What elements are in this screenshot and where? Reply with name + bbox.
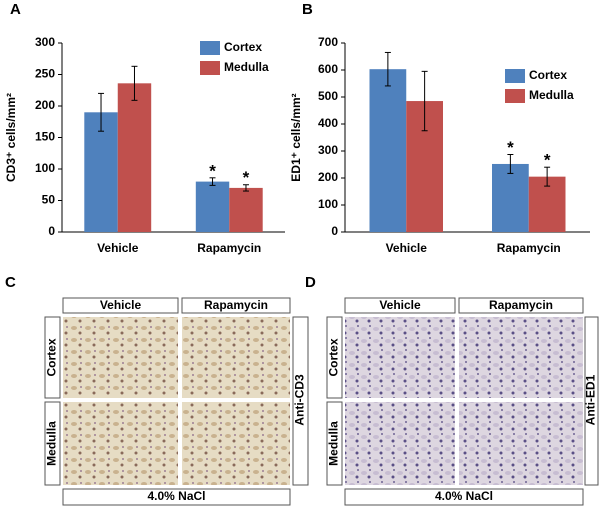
y-tick-label: 600 (318, 62, 338, 76)
legend-swatch (200, 41, 220, 55)
row-header-box (326, 401, 343, 486)
legend-label: Medulla (529, 88, 574, 102)
bar (117, 83, 152, 232)
column-header: Vehicle (379, 298, 421, 312)
y-tick-label: 300 (318, 143, 338, 157)
row-header-box (44, 316, 61, 399)
panel-label: D (305, 274, 316, 291)
column-header-box (181, 297, 291, 314)
y-tick-label: 400 (318, 116, 338, 130)
micrograph (345, 317, 455, 398)
y-tick-label: 50 (42, 193, 56, 207)
x-tick-label: Vehicle (97, 241, 139, 255)
significance-mark: * (209, 161, 216, 180)
row-header: Medulla (327, 421, 341, 466)
y-tick-label: 100 (318, 197, 338, 211)
y-tick-label: 0 (48, 224, 55, 238)
column-header-box (62, 297, 179, 314)
panel-label: C (5, 274, 16, 291)
micrograph (182, 402, 290, 485)
micrograph (345, 402, 455, 485)
panel-label: B (302, 1, 313, 18)
stain-label: Anti-ED1 (584, 374, 598, 425)
row-header-box (44, 401, 61, 486)
condition-label: 4.0% NaCl (147, 489, 205, 503)
stain-box (292, 316, 309, 486)
condition-box (344, 488, 584, 506)
y-tick-label: 300 (35, 35, 55, 49)
micrograph (63, 402, 178, 485)
legend-swatch (200, 61, 220, 75)
x-tick-label: Vehicle (386, 241, 428, 255)
y-tick-label: 100 (35, 161, 55, 175)
column-header-box (458, 297, 584, 314)
row-header: Cortex (327, 338, 341, 376)
significance-mark: * (243, 168, 250, 187)
y-tick-label: 150 (35, 130, 55, 144)
significance-mark: * (507, 138, 514, 157)
column-header: Rapamycin (204, 298, 268, 312)
bar (229, 187, 263, 232)
row-header: Cortex (45, 338, 59, 376)
bar (195, 181, 230, 232)
condition-box (62, 488, 291, 506)
condition-label: 4.0% NaCl (435, 489, 493, 503)
stain-label: Anti-CD3 (293, 374, 307, 426)
row-header-box (326, 316, 343, 399)
bar (492, 163, 529, 232)
bar (84, 112, 118, 232)
legend-label: Medulla (224, 60, 269, 74)
column-header-box (344, 297, 456, 314)
legend-swatch (505, 89, 525, 103)
micrograph (182, 317, 290, 398)
legend-swatch (505, 69, 525, 83)
x-tick-label: Rapamycin (197, 241, 261, 255)
y-axis-label: CD3⁺ cells/mm² (4, 93, 18, 182)
significance-mark: * (544, 151, 551, 170)
y-tick-label: 500 (318, 89, 338, 103)
bar (369, 69, 407, 232)
legend-label: Cortex (224, 40, 262, 54)
y-tick-label: 250 (35, 67, 55, 81)
micrograph (459, 317, 583, 398)
column-header: Rapamycin (489, 298, 553, 312)
legend-label: Cortex (529, 68, 567, 82)
x-tick-label: Rapamycin (497, 241, 561, 255)
y-axis-label: ED1⁺ cells/mm² (289, 93, 303, 181)
column-header: Vehicle (100, 298, 142, 312)
micrograph (63, 317, 178, 398)
y-tick-label: 700 (318, 35, 338, 49)
y-tick-label: 200 (318, 170, 338, 184)
y-tick-label: 0 (331, 224, 338, 238)
panel-label: A (10, 1, 21, 18)
y-tick-label: 200 (35, 98, 55, 112)
stain-box (584, 316, 599, 486)
micrograph (459, 402, 583, 485)
row-header: Medulla (45, 421, 59, 466)
